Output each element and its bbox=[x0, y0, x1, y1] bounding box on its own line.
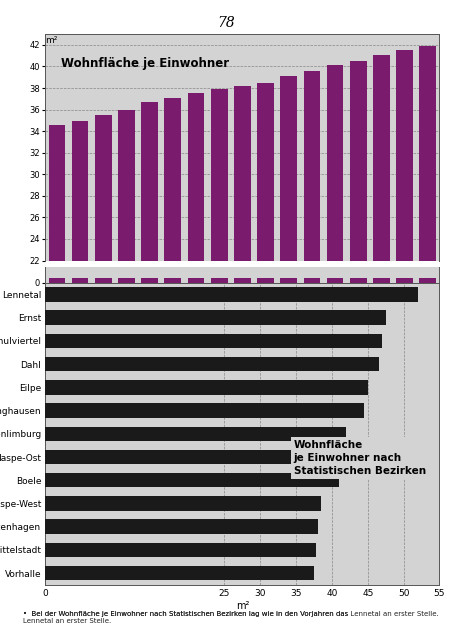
Bar bbox=[45, 403, 364, 418]
Bar bbox=[72, 278, 88, 283]
Bar bbox=[45, 543, 316, 557]
Bar bbox=[141, 278, 158, 283]
Bar bbox=[48, 278, 65, 283]
Bar bbox=[45, 357, 379, 371]
Bar bbox=[327, 65, 343, 498]
Bar bbox=[45, 427, 346, 441]
Bar bbox=[164, 98, 181, 498]
Text: •  Bei der Wohnfläche je Einwohner nach Statistischen Bezirken lag wie in den Vo: • Bei der Wohnfläche je Einwohner nach S… bbox=[23, 611, 439, 617]
Bar bbox=[211, 278, 227, 283]
Bar bbox=[396, 51, 413, 498]
Text: 78: 78 bbox=[217, 16, 236, 30]
Bar bbox=[45, 450, 342, 464]
Bar bbox=[188, 278, 204, 283]
Bar bbox=[188, 93, 204, 498]
Bar bbox=[257, 83, 274, 498]
Bar bbox=[373, 278, 390, 283]
Bar bbox=[234, 86, 251, 498]
Bar bbox=[234, 278, 251, 283]
Bar bbox=[45, 380, 368, 394]
Bar bbox=[72, 122, 88, 498]
Bar bbox=[45, 310, 386, 325]
Bar bbox=[45, 520, 318, 534]
Bar bbox=[280, 76, 297, 498]
Bar bbox=[48, 125, 65, 498]
Bar bbox=[304, 278, 320, 283]
Bar bbox=[118, 278, 135, 283]
Bar bbox=[350, 278, 366, 283]
X-axis label: m²: m² bbox=[236, 601, 249, 611]
Bar bbox=[164, 278, 181, 283]
Text: Wohnfläche je Einwohner: Wohnfläche je Einwohner bbox=[61, 57, 229, 70]
Bar bbox=[280, 278, 297, 283]
Text: •  Bei der Wohnfläche je Einwohner nach Statistischen Bezirken lag wie in den Vo: • Bei der Wohnfläche je Einwohner nach S… bbox=[23, 611, 348, 624]
Bar bbox=[327, 278, 343, 283]
Text: Wohnfläche
je Einwohner nach
Statistischen Bezirken: Wohnfläche je Einwohner nach Statistisch… bbox=[294, 440, 426, 476]
Bar bbox=[45, 496, 321, 511]
Bar bbox=[45, 566, 314, 580]
Bar bbox=[419, 46, 436, 498]
Bar bbox=[95, 115, 111, 498]
Bar bbox=[211, 89, 227, 498]
Bar bbox=[257, 278, 274, 283]
Bar bbox=[304, 71, 320, 498]
Bar bbox=[141, 102, 158, 498]
Bar bbox=[373, 54, 390, 498]
Bar bbox=[45, 287, 418, 301]
Bar bbox=[45, 473, 339, 488]
Bar bbox=[396, 278, 413, 283]
Bar bbox=[118, 109, 135, 498]
Bar bbox=[350, 61, 366, 498]
Text: m²: m² bbox=[45, 36, 58, 45]
Bar bbox=[95, 278, 111, 283]
Bar bbox=[419, 278, 436, 283]
Bar bbox=[45, 333, 382, 348]
